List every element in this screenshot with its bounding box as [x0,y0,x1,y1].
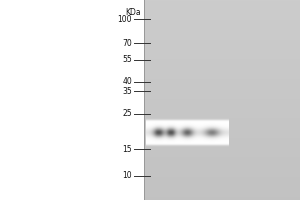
Text: 10: 10 [122,171,132,180]
Text: 55: 55 [122,55,132,64]
Text: 100: 100 [118,15,132,23]
Text: 70: 70 [122,38,132,47]
Text: 25: 25 [122,110,132,118]
Text: 40: 40 [122,77,132,86]
Text: 35: 35 [122,86,132,96]
Text: 15: 15 [122,144,132,154]
Text: KDa: KDa [125,8,141,17]
